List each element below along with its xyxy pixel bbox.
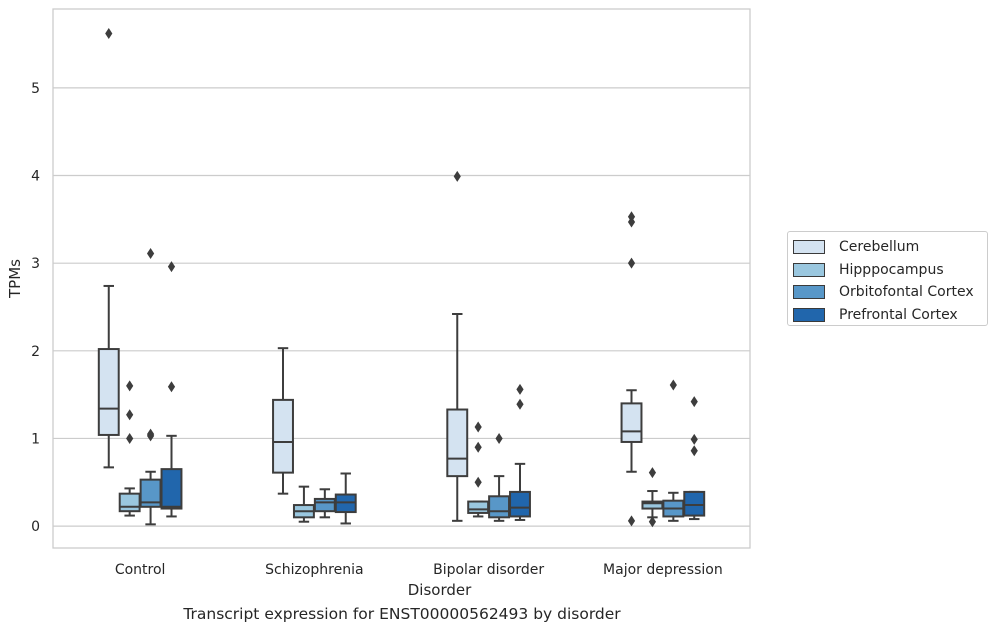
outlier-point	[126, 432, 134, 444]
legend-swatch	[793, 285, 825, 300]
box-prefrontal-cortex	[683, 396, 706, 521]
x-tick-label: Major depression	[603, 562, 723, 578]
legend-swatch	[793, 240, 825, 255]
plot-frame	[52, 8, 751, 549]
iqr-box	[467, 500, 490, 514]
iqr-box	[97, 348, 120, 436]
outlier-point	[627, 257, 636, 269]
outlier-point	[146, 248, 155, 260]
legend-label: Orbitofontal Cortex	[839, 284, 974, 301]
x-tick-label: Control	[115, 562, 166, 578]
box-orbitofontal-cortex	[139, 248, 162, 526]
outlier-point	[648, 467, 657, 479]
outlier-point	[474, 476, 482, 488]
outlier-point	[495, 432, 503, 444]
outlier-point	[690, 433, 698, 445]
legend: Cerebellum Hipppocampus Orbitofontal Corte…	[787, 231, 988, 326]
iqr-box	[313, 497, 336, 513]
iqr-box	[139, 478, 162, 508]
legend-item: Prefrontal Cortex	[792, 304, 987, 327]
iqr-box	[488, 495, 511, 519]
outlier-point	[105, 28, 113, 40]
outlier-point	[516, 383, 524, 395]
y-tick-label: 5	[31, 81, 40, 97]
box-orbitofontal-cortex	[313, 488, 336, 519]
box-cerebellum	[620, 211, 643, 527]
y-axis-label: TPMs	[6, 259, 24, 299]
y-tick-label: 3	[31, 256, 40, 272]
iqr-box	[160, 468, 183, 510]
x-tick-label: Schizophrenia	[265, 562, 363, 578]
legend-label: Hipppocampus	[839, 261, 944, 278]
box-cerebellum	[272, 347, 294, 495]
legend-item: Orbitofontal Cortex	[792, 281, 987, 304]
outlier-point	[627, 515, 636, 527]
outlier-point	[627, 211, 636, 223]
box-orbitofontal-cortex	[488, 432, 511, 522]
outlier-point	[690, 396, 698, 408]
x-tick-label: Bipolar disorder	[433, 562, 544, 578]
iqr-box	[620, 402, 643, 443]
legend-swatch	[793, 307, 825, 322]
y-tick-label: 2	[31, 344, 40, 360]
box-orbitofontal-cortex	[662, 379, 685, 522]
box-prefrontal-cortex	[160, 261, 183, 518]
outlier-point	[648, 516, 657, 528]
legend-item: Cerebellum	[792, 236, 987, 259]
iqr-box	[509, 490, 531, 518]
x-axis-label: Disorder	[408, 581, 472, 599]
outlier-point	[474, 441, 482, 453]
box-hipppocampus	[641, 467, 664, 528]
legend-label: Prefrontal Cortex	[839, 306, 958, 323]
y-tick-labels: 0 1 2 3 4 5	[31, 81, 40, 535]
outlier-point	[126, 380, 134, 392]
box-prefrontal-cortex	[509, 383, 531, 521]
outlier-point	[669, 379, 677, 391]
box-hipppocampus	[292, 485, 315, 523]
x-tick-labels: Control Schizophrenia Bipolar disorder Majo…	[115, 562, 723, 578]
box-cerebellum	[97, 28, 120, 469]
outlier-point	[167, 381, 176, 393]
outlier-point	[126, 409, 134, 421]
legend-item: Hipppocampus	[792, 259, 987, 282]
box-layer	[97, 28, 706, 528]
legend-swatch	[793, 262, 825, 277]
box-hipppocampus	[467, 421, 490, 518]
legend-label: Cerebellum	[839, 239, 920, 256]
iqr-box	[118, 492, 141, 513]
iqr-box	[683, 490, 706, 517]
outlier-point	[453, 170, 461, 182]
box-hipppocampus	[118, 380, 141, 517]
box-cerebellum	[446, 170, 469, 522]
gridlines	[53, 87, 750, 527]
outlier-point	[474, 421, 482, 433]
outlier-point	[167, 261, 176, 273]
y-tick-label: 1	[31, 431, 40, 447]
y-tick-label: 0	[31, 519, 40, 535]
iqr-box	[641, 500, 664, 510]
y-tick-label: 4	[31, 169, 40, 185]
box-prefrontal-cortex	[334, 472, 357, 525]
outlier-point	[146, 428, 155, 440]
iqr-box	[272, 398, 294, 474]
outlier-point	[516, 398, 524, 410]
outlier-point	[690, 445, 698, 457]
iqr-box	[446, 408, 469, 478]
chart-caption: Transcript expression for ENST0000056249…	[183, 605, 621, 623]
